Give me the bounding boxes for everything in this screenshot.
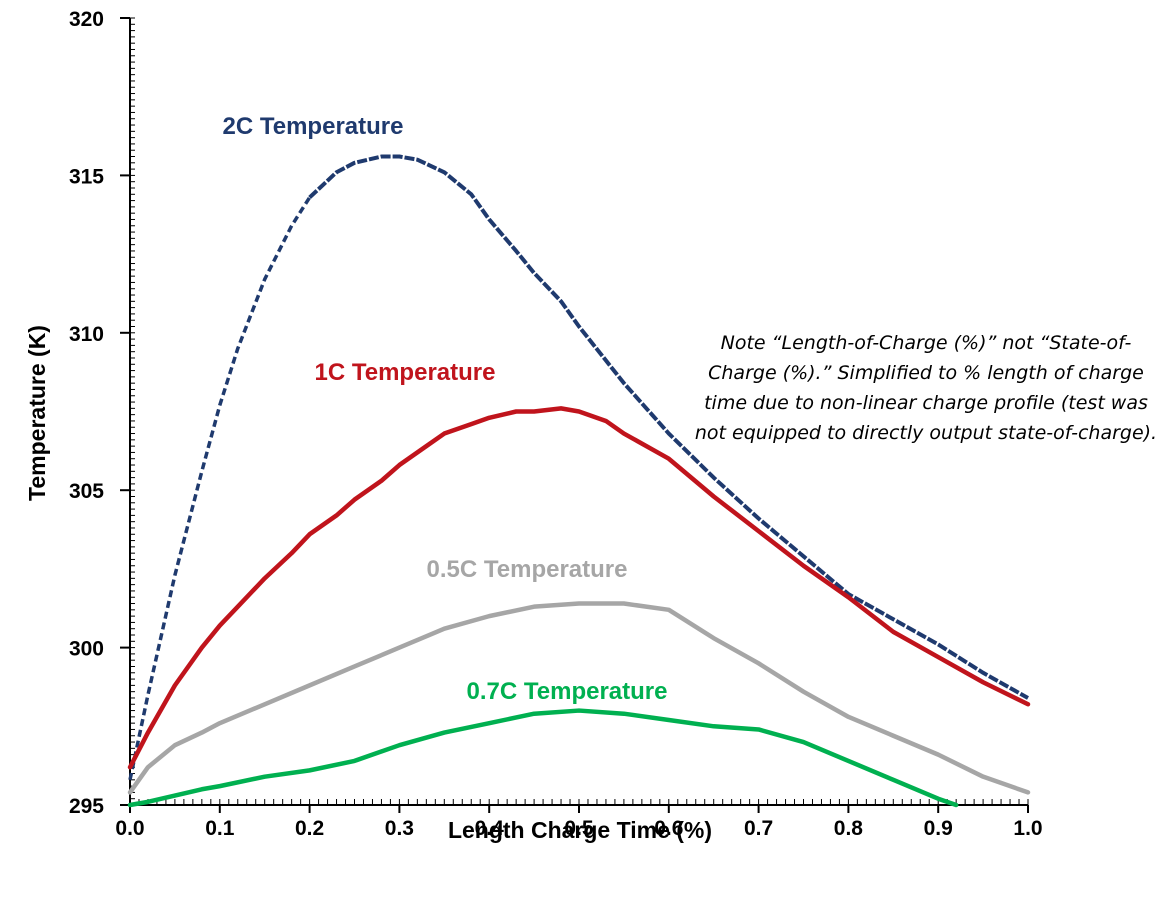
series-lines — [127, 154, 1031, 808]
y-tick-label: 315 — [69, 165, 104, 188]
series-label-1c: 1C Temperature — [315, 359, 496, 386]
x-tick-label: 0.4 — [475, 817, 505, 840]
series-line-2c-temperature-dashed — [128, 196, 312, 781]
x-tick-label: 0.8 — [834, 817, 864, 840]
x-tick-label: 0.0 — [115, 817, 144, 840]
x-tick-label: 0.2 — [295, 817, 324, 840]
x-tick-label: 0.5 — [564, 817, 594, 840]
series-line-0-5c-temperature — [127, 601, 1031, 795]
y-tick-label: 320 — [69, 8, 104, 31]
x-tick-label: 0.7 — [744, 817, 773, 840]
series-line-1c-temperature — [127, 406, 1031, 770]
axes — [120, 17, 1029, 813]
chart-note: Note “Length-of-Charge (%)” not “State-o… — [694, 332, 1158, 444]
y-tick-label: 300 — [69, 638, 104, 661]
series-label-2c: 2C Temperature — [223, 113, 404, 140]
y-tick-label: 305 — [69, 480, 104, 503]
series-label-0-5c: 0.5C Temperature — [427, 556, 628, 583]
series-line-0-7c-temperature — [127, 708, 959, 808]
x-axis-title: Length Charge Time (%) — [448, 817, 712, 843]
tick-labels: 0.0 0.1 0.2 0.3 0.4 0.5 0.6 0.7 0.8 0.9 1.0 295 300 3… — [69, 8, 1043, 840]
series-label-0-7c: 0.7C Temperature — [467, 678, 668, 705]
x-tick-label: 0.6 — [654, 817, 683, 840]
y-tick-label: 295 — [69, 795, 104, 818]
series-line-2c-temperature — [308, 154, 1029, 700]
y-axis-title: Temperature (K) — [24, 325, 50, 501]
x-tick-label: 0.9 — [924, 817, 953, 840]
x-tick-label: 1.0 — [1013, 817, 1042, 840]
y-tick-label: 310 — [69, 323, 104, 346]
x-tick-label: 0.3 — [385, 817, 414, 840]
x-tick-label: 0.1 — [205, 817, 235, 840]
